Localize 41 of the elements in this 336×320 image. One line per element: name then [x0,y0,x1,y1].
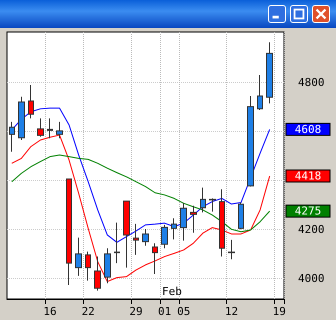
candlestick [75,237,82,276]
text: 4418 [294,170,322,183]
candlestick [200,187,206,213]
candlestick [152,242,158,274]
candlestick [209,198,216,212]
candlestick [238,202,244,230]
candlestick [66,178,72,286]
y-tick-label: 4000 [298,272,324,286]
candlestick [133,223,139,256]
x-tick-label: 19 [272,305,286,318]
candlestick [257,74,263,111]
candlestick [28,84,34,119]
text: 4608 [294,122,322,136]
candlestick [9,121,15,152]
annotation: Feb [162,285,182,298]
candlestick [37,118,44,138]
y-tick-label: 4800 [298,76,324,89]
candlestick [180,202,187,242]
candlestick [266,42,273,104]
candlestick [18,96,25,140]
candlestick [85,251,91,282]
y-tick-label: 4200 [298,223,324,236]
x-tick-label: 16 [43,305,57,318]
x-tick-label: 01 [158,305,172,318]
line-series [11,154,270,232]
candlestick [104,248,111,284]
candlestick [228,239,235,260]
candlestick [247,96,254,188]
candlestick [56,121,63,139]
candlestick [142,228,149,246]
candlestick [161,224,168,249]
x-tick-label: 29 [129,305,143,318]
x-tick-label: 05 [177,305,190,318]
candlestick [123,200,130,268]
x-tick-label: 22 [82,305,95,318]
candlestick [114,222,120,264]
text: 4275 [294,204,322,218]
x-tick-label: 12 [224,305,238,318]
candlestick [171,218,177,240]
candlestick [219,188,225,258]
candlestick [190,205,197,234]
